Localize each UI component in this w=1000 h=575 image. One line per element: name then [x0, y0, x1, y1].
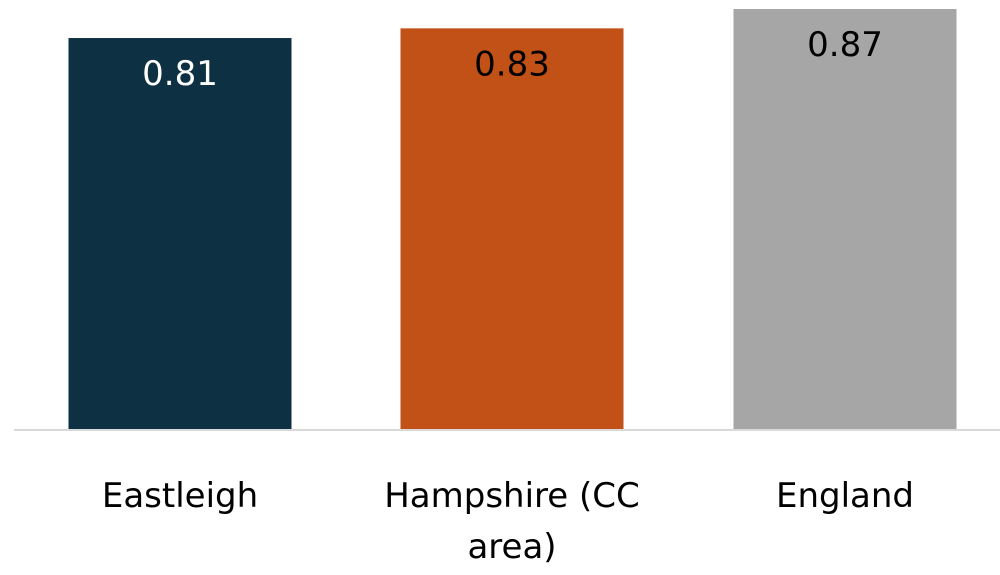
value-label-1: 0.83 — [474, 44, 550, 84]
category-label-line: Eastleigh — [102, 476, 258, 516]
category-label-1: Hampshire (CC area) — [384, 476, 640, 567]
category-label-2: England — [776, 476, 914, 516]
category-label-line: area) — [467, 527, 556, 567]
category-label-0: Eastleigh — [102, 476, 258, 516]
value-labels-group: 0.81 0.83 0.87 — [142, 25, 883, 94]
bar-1 — [400, 28, 624, 430]
bars-group — [68, 9, 957, 430]
category-label-line: England — [776, 476, 914, 516]
bar-2 — [733, 9, 957, 430]
value-label-0: 0.81 — [142, 54, 218, 94]
category-label-line: Hampshire (CC — [384, 476, 640, 516]
value-label-2: 0.87 — [807, 25, 883, 65]
bar-0 — [68, 38, 292, 430]
category-labels-group: Eastleigh Hampshire (CC area) England — [102, 476, 914, 567]
